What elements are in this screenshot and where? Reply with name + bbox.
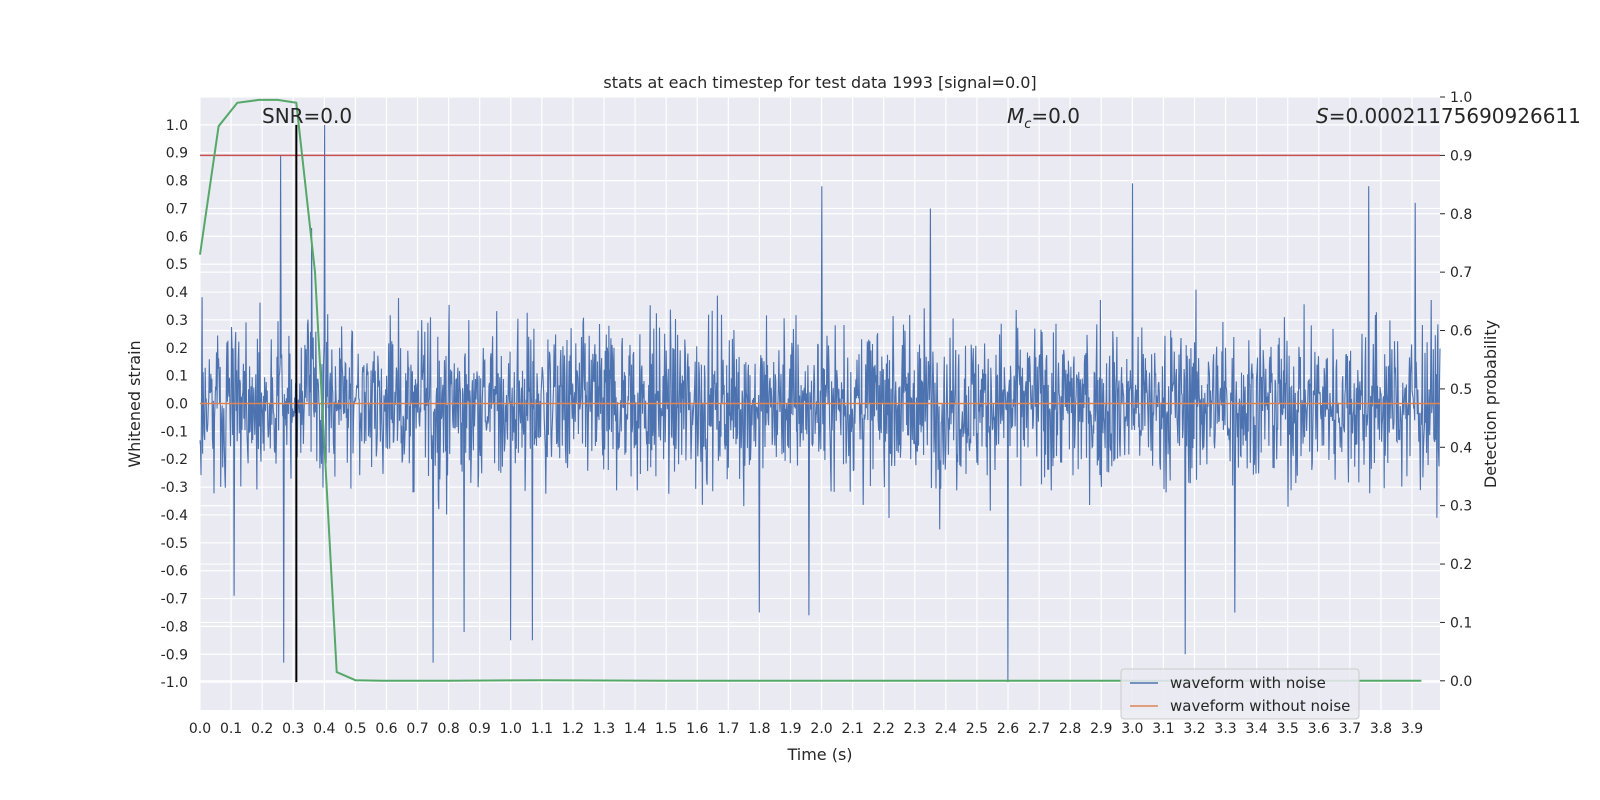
s-annotation: S=0.00021175690926611 — [1316, 104, 1581, 128]
y-tick-label: -0.4 — [161, 508, 188, 524]
x-tick-label: 2.8 — [1059, 721, 1081, 737]
y2-tick-label: 0.0 — [1450, 674, 1472, 690]
y-tick-label: -0.9 — [161, 647, 188, 663]
y-axis-label: Whitened strain — [125, 340, 144, 467]
y-tick-label: -1.0 — [161, 675, 188, 691]
y-tick-label: 0.3 — [166, 313, 188, 329]
x-tick-label: 0.7 — [406, 721, 428, 737]
x-tick-label: 2.5 — [966, 721, 988, 737]
y-tick-label: 0.7 — [166, 201, 188, 217]
x-tick-label: 1.2 — [562, 721, 584, 737]
x-tick-label: 0.3 — [282, 721, 304, 737]
y2-tick-label: 0.6 — [1450, 324, 1472, 340]
mc-subscript: c — [1024, 117, 1031, 132]
legend: waveform with noise waveform without noi… — [1120, 668, 1360, 720]
mc-value: =0.0 — [1031, 104, 1080, 128]
x-tick-label: 0.1 — [220, 721, 242, 737]
y2-tick-label: 0.8 — [1450, 207, 1472, 223]
y-tick-label: -0.6 — [161, 564, 188, 580]
mc-annotation: Mc=0.0 — [1007, 104, 1080, 132]
x-tick-label: 2.7 — [1028, 721, 1050, 737]
y-tick-label: 0.9 — [166, 146, 188, 162]
x-tick-label: 1.5 — [655, 721, 677, 737]
y-tick-label: -0.2 — [161, 452, 188, 468]
y2-tick-label: 0.4 — [1450, 440, 1472, 456]
y-tick-label: 0.6 — [166, 229, 188, 245]
x-tick-label: 1.6 — [686, 721, 708, 737]
y-tick-label: 0.4 — [166, 285, 188, 301]
x-tick-label: 3.9 — [1401, 721, 1423, 737]
chart-title: stats at each timestep for test data 199… — [603, 73, 1036, 92]
y-tick-label: 0.8 — [166, 174, 188, 190]
y-tick-label: 0.0 — [166, 397, 188, 413]
x-tick-label: 0.9 — [469, 721, 491, 737]
legend-label-noise: waveform with noise — [1170, 674, 1326, 692]
y2-tick-label: 0.2 — [1450, 557, 1472, 573]
y2-tick-label: 0.3 — [1450, 499, 1472, 515]
x-tick-label: 0.6 — [375, 721, 397, 737]
noise-waveform-line — [199, 124, 1441, 683]
y-tick-label: -0.3 — [161, 480, 188, 496]
y2-tick-label: 0.7 — [1450, 265, 1472, 281]
x-tick-label: 0.4 — [313, 721, 335, 737]
x-tick-label: 2.3 — [904, 721, 926, 737]
x-tick-label: 1.3 — [593, 721, 615, 737]
y-tick-label: 0.5 — [166, 257, 188, 273]
y-tick-label: 0.2 — [166, 341, 188, 357]
snr-annotation: SNR=0.0 — [262, 104, 352, 128]
s-symbol: S — [1316, 104, 1329, 128]
y2-axis-label: Detection probability — [1481, 320, 1500, 488]
x-tick-label: 3.2 — [1183, 721, 1205, 737]
x-tick-label: 3.4 — [1246, 721, 1268, 737]
x-tick-label: 1.0 — [500, 721, 522, 737]
x-tick-label: 1.8 — [748, 721, 770, 737]
x-tick-label: 3.7 — [1339, 721, 1361, 737]
x-axis-label: Time (s) — [786, 745, 852, 764]
legend-label-clean: waveform without noise — [1170, 697, 1350, 715]
y-tick-label: -0.5 — [161, 536, 188, 552]
x-tick-label: 2.0 — [810, 721, 832, 737]
y-tick-label: -0.8 — [161, 619, 188, 635]
mc-symbol: M — [1007, 104, 1024, 128]
x-tick-label: 0.8 — [437, 721, 459, 737]
x-tick-label: 3.6 — [1308, 721, 1330, 737]
y2-tick-label: 0.9 — [1450, 148, 1472, 164]
x-tick-label: 2.9 — [1090, 721, 1112, 737]
x-tick-label: 2.6 — [997, 721, 1019, 737]
x-tick-label: 3.3 — [1214, 721, 1236, 737]
x-axis-ticks: 0.0 0.1 0.2 0.3 0.4 0.5 0.6 0.7 0.8 0.9 1.0 1.1 1.2 1… — [189, 721, 1423, 737]
x-tick-label: 3.5 — [1277, 721, 1299, 737]
y2-tick-label: 0.1 — [1450, 615, 1472, 631]
data-traces — [199, 98, 1441, 683]
y-tick-label: 1.0 — [166, 118, 188, 134]
x-tick-label: 1.9 — [779, 721, 801, 737]
s-value: =0.00021175690926611 — [1329, 104, 1581, 128]
y2-tick-label: 1.0 — [1450, 90, 1472, 106]
x-tick-label: 1.1 — [531, 721, 553, 737]
legend-box — [1120, 668, 1360, 720]
x-tick-label: 1.7 — [717, 721, 739, 737]
x-tick-label: 3.8 — [1370, 721, 1392, 737]
y-tick-label: 0.1 — [166, 369, 188, 385]
x-tick-label: 0.5 — [344, 721, 366, 737]
x-tick-label: 3.1 — [1152, 721, 1174, 737]
x-tick-label: 2.4 — [935, 721, 957, 737]
x-tick-label: 0.0 — [189, 721, 211, 737]
y-tick-label: -0.7 — [161, 592, 188, 608]
detection-probability-line — [199, 98, 1422, 682]
x-tick-label: 2.2 — [873, 721, 895, 737]
y2-tick-label: 0.5 — [1450, 382, 1472, 398]
y2-axis-ticks: 1.0 0.9 0.8 0.7 0.6 0.5 0.4 0.3 0.2 0.1 0.0 — [1440, 90, 1472, 690]
y-axis-ticks: 1.0 0.9 0.8 0.7 0.6 0.5 0.4 0.3 0.2 0.1 0.0 -0.1 -0.… — [161, 118, 188, 691]
x-tick-label: 3.0 — [1121, 721, 1143, 737]
x-tick-label: 0.2 — [251, 721, 273, 737]
x-tick-label: 1.4 — [624, 721, 646, 737]
y-tick-label: -0.1 — [161, 424, 188, 440]
x-tick-label: 2.1 — [841, 721, 863, 737]
